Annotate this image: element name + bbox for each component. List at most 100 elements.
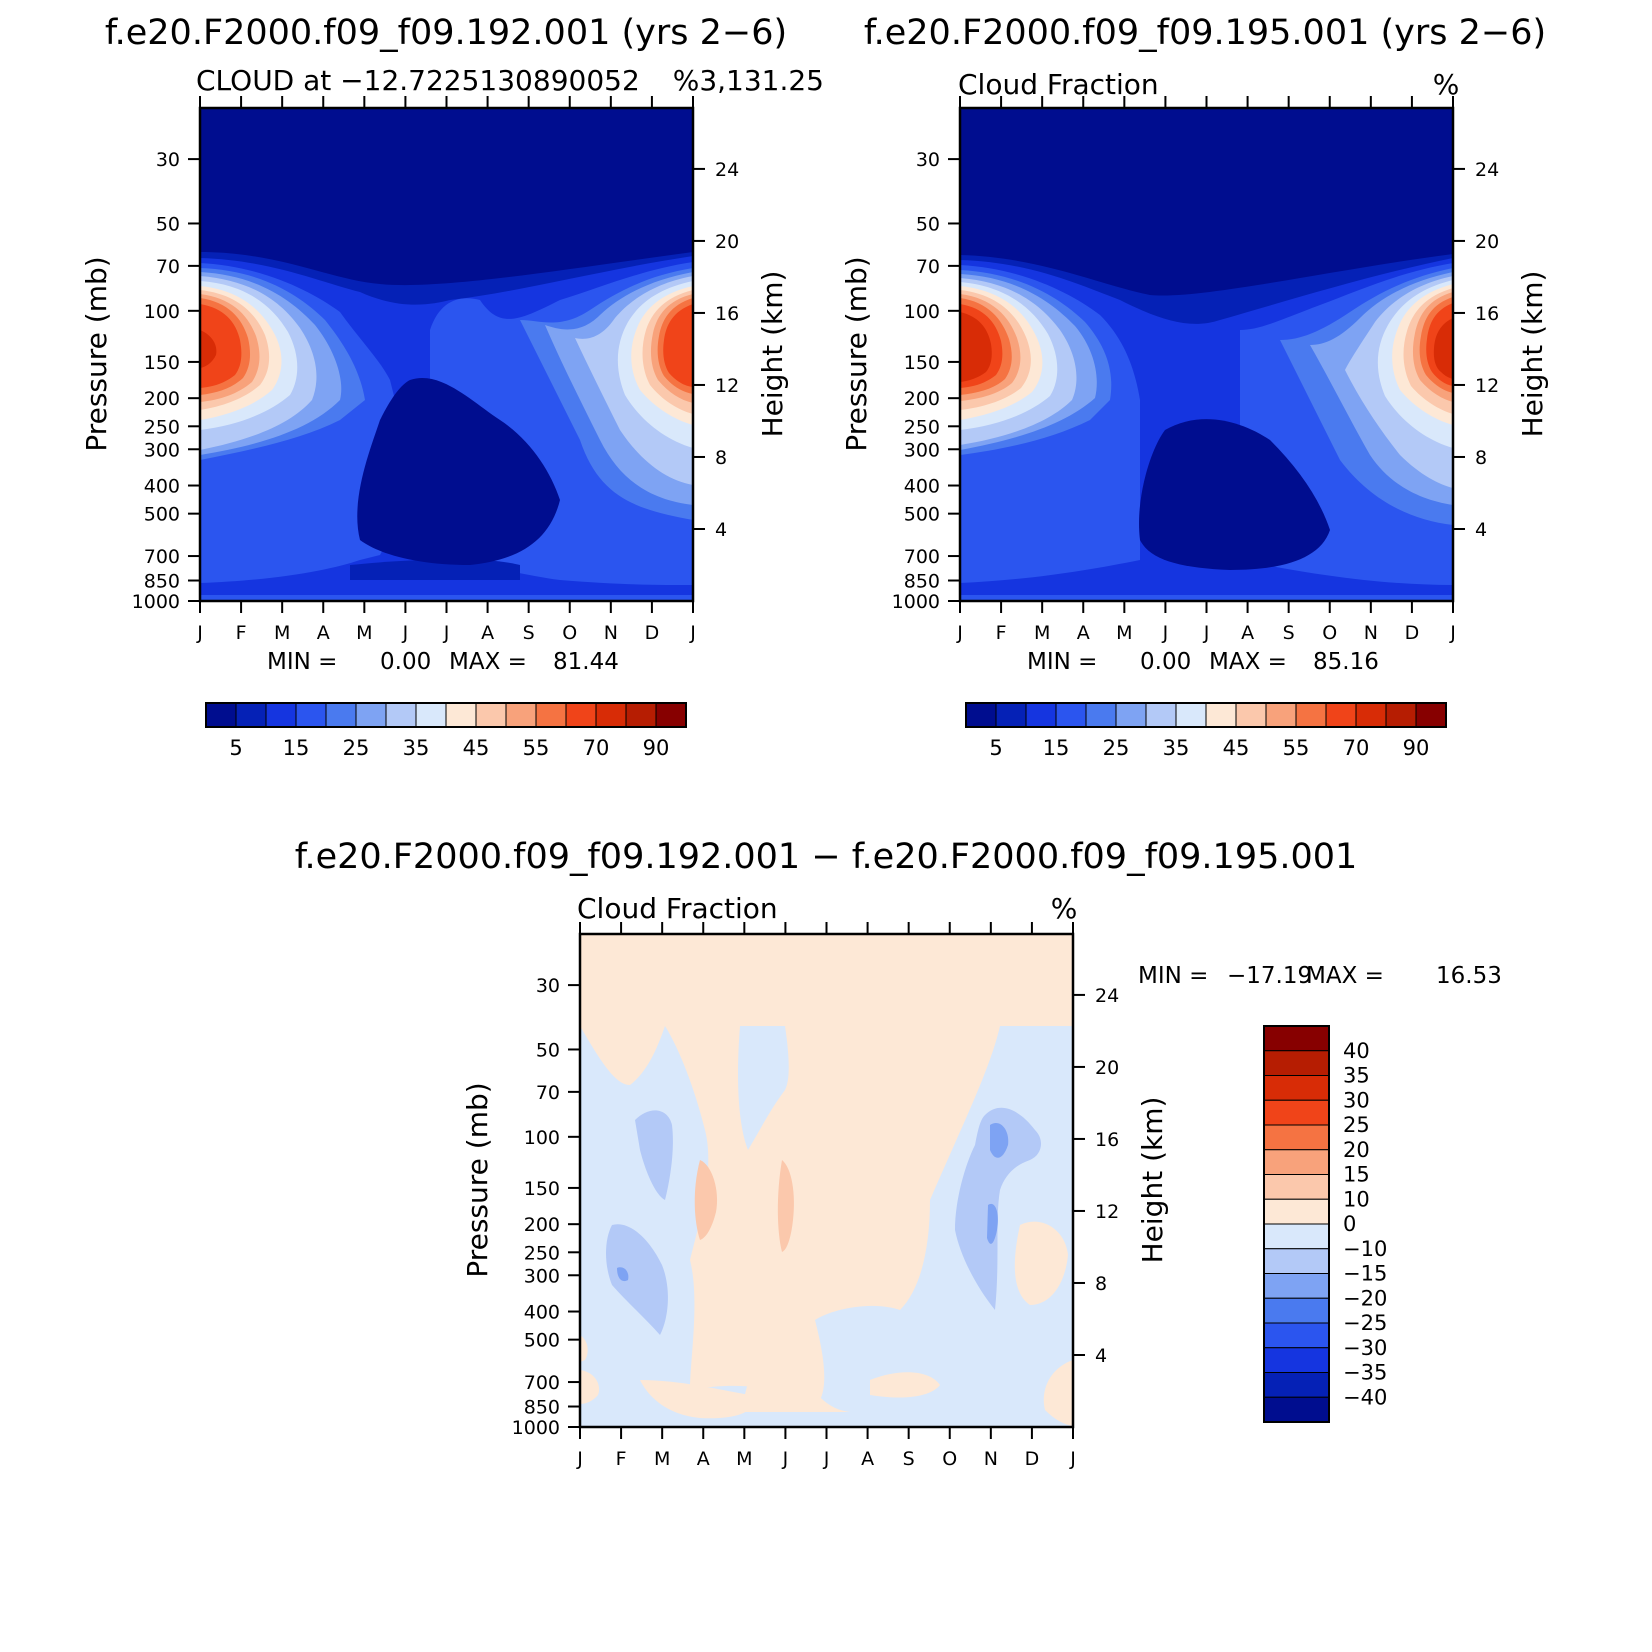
x-tick-label: S xyxy=(1283,622,1295,644)
colorbar-swatch xyxy=(1205,702,1237,728)
y-tick-label: 200 xyxy=(524,1214,560,1236)
colorbar-label: 35 xyxy=(1163,736,1190,760)
colorbar-swatch xyxy=(235,702,267,728)
x-tick-label: M xyxy=(654,1448,670,1470)
panel-2-units: % xyxy=(1433,68,1460,101)
y-tick-label: 500 xyxy=(144,504,180,526)
diff-band-neg15-nov-mid xyxy=(987,1203,998,1244)
panel-3-field xyxy=(580,934,1073,1427)
panel-3-ylabel-right: Height (km) xyxy=(1136,1097,1169,1264)
x-tick-label: M xyxy=(1034,622,1050,644)
y-tick-label: 30 xyxy=(916,149,940,171)
x-tick-label: J xyxy=(689,622,696,644)
field2-band-40 xyxy=(960,280,1453,448)
panel-2-max-label: MAX = xyxy=(1209,649,1287,675)
colorbar-swatch xyxy=(355,702,387,728)
diff-band-pos-left-edge xyxy=(580,1026,665,1085)
y-right-tick-label: 8 xyxy=(715,447,727,469)
diff-band-neg10-feb xyxy=(635,1110,673,1200)
colorbar-swatch xyxy=(1263,1050,1330,1076)
y-tick-label: 250 xyxy=(524,1242,560,1264)
colorbar-swatch xyxy=(415,702,447,728)
colorbar-swatch xyxy=(1263,1322,1330,1349)
y-right-tick-label: 8 xyxy=(1475,447,1487,469)
y-tick-label: 150 xyxy=(144,352,180,374)
colorbar-label: −30 xyxy=(1343,1336,1387,1360)
y-right-tick-label: 20 xyxy=(715,231,739,253)
colorbar-swatch xyxy=(1085,702,1117,728)
x-tick-label: D xyxy=(1405,622,1420,644)
y-tick-label: 1000 xyxy=(892,591,940,613)
x-tick-label: J xyxy=(782,1448,789,1470)
panel-1-stats: MIN = 0.00 MAX = 81.44 xyxy=(267,649,619,675)
panel-3: f.e20.F2000.f09_f09.192.001 − f.e20.F200… xyxy=(295,837,1502,1470)
y-tick-label: 850 xyxy=(524,1397,560,1419)
colorbar-label: 20 xyxy=(1343,1138,1370,1162)
colorbar-frame xyxy=(1263,1025,1330,1423)
colorbar-label: 10 xyxy=(1343,1187,1370,1211)
colorbar-label: 70 xyxy=(1343,736,1370,760)
y-tick-label: 1000 xyxy=(132,591,180,613)
panel-1-title: f.e20.F2000.f09_f09.192.001 (yrs 2−6) xyxy=(105,13,787,53)
field-band-40 xyxy=(200,281,693,448)
colorbar-swatch xyxy=(1025,702,1057,728)
colorbar-swatch xyxy=(1263,1273,1330,1299)
y-tick-label: 200 xyxy=(904,388,940,410)
x-tick-label: M xyxy=(1116,622,1132,644)
y-tick-label: 50 xyxy=(536,1039,560,1061)
colorbar-swatch xyxy=(205,702,237,728)
y-tick-label: 400 xyxy=(144,476,180,498)
panel-3-max-value: 16.53 xyxy=(1436,963,1502,989)
y-tick-label: 50 xyxy=(916,213,940,235)
colorbar-label: 15 xyxy=(1343,1163,1370,1187)
y-tick-label: 1000 xyxy=(512,1417,560,1439)
y-right-tick-label: 20 xyxy=(1475,231,1499,253)
diff-band-pos-left-surface xyxy=(580,1335,600,1404)
y-right-tick-label: 16 xyxy=(715,303,739,325)
colorbar-label: 25 xyxy=(343,736,370,760)
colorbar-swatch xyxy=(1263,1198,1330,1225)
colorbar-swatch xyxy=(1263,1174,1330,1200)
x-tick-label: M xyxy=(736,1448,752,1470)
y-tick-label: 400 xyxy=(904,476,940,498)
diff-band-neg10-nov xyxy=(955,1107,1042,1310)
diff-band-neg15-feb xyxy=(617,1267,629,1282)
x-tick-label: J xyxy=(196,622,203,644)
y-tick-label: 500 xyxy=(904,504,940,526)
colorbar-frame xyxy=(965,702,1447,728)
x-tick-label: A xyxy=(481,622,494,644)
y-right-tick-label: 12 xyxy=(1095,1201,1119,1223)
colorbar-label: 35 xyxy=(403,736,430,760)
x-tick-label: A xyxy=(317,622,330,644)
y-tick-label: 200 xyxy=(144,388,180,410)
colorbar-swatch xyxy=(445,702,477,728)
x-tick-label: S xyxy=(523,622,535,644)
panel-1-max-label: MAX = xyxy=(449,649,527,675)
x-tick-label: J xyxy=(1449,622,1456,644)
y-tick-label: 100 xyxy=(144,301,180,323)
colorbar-swatch xyxy=(1235,702,1267,728)
colorbar-swatch xyxy=(565,702,597,728)
colorbar-label: 90 xyxy=(643,736,670,760)
x-tick-label: N xyxy=(1364,622,1378,644)
colorbar-label: 90 xyxy=(1403,736,1430,760)
diff-band-pos-april xyxy=(665,1026,1000,1400)
y-tick-label: 300 xyxy=(524,1265,560,1287)
x-tick-label: D xyxy=(1025,1448,1040,1470)
field-band-80 xyxy=(200,330,217,368)
x-tick-label: J xyxy=(1162,622,1169,644)
colorbar-label: −35 xyxy=(1343,1361,1387,1385)
y-tick-label: 850 xyxy=(144,571,180,593)
panel-2-min-label: MIN = xyxy=(1027,649,1097,675)
x-tick-label: F xyxy=(996,622,1007,644)
colorbar-swatch xyxy=(505,702,537,728)
x-tick-label: M xyxy=(356,622,372,644)
y-right-tick-label: 12 xyxy=(715,375,739,397)
colorbar-label: 45 xyxy=(1223,736,1250,760)
colorbar-swatch xyxy=(655,702,687,728)
x-tick-label: J xyxy=(1069,1448,1076,1470)
x-tick-label: J xyxy=(402,622,409,644)
